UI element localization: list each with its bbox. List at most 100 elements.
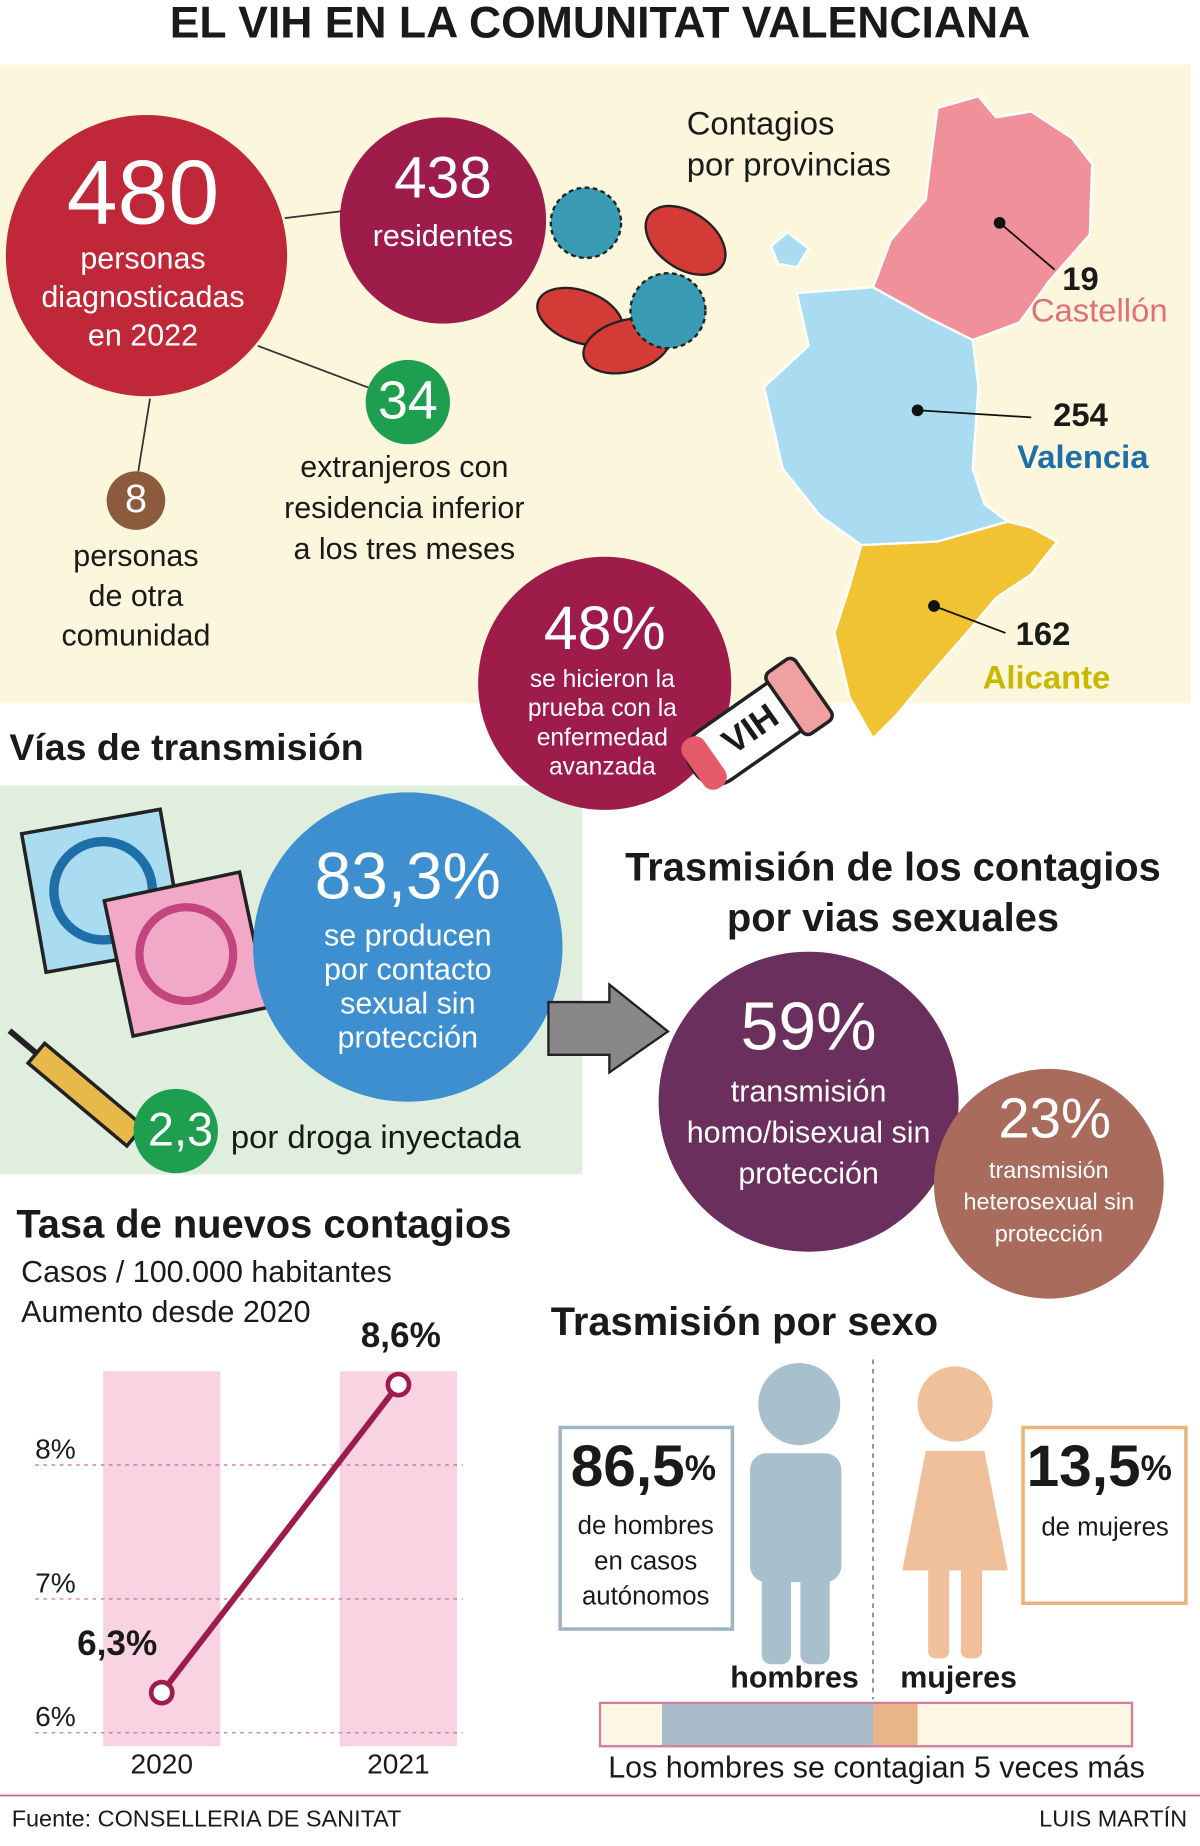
province-name: Castellón bbox=[1031, 292, 1168, 329]
late-label: se hicieron la prueba con la enfermedad ava… bbox=[528, 665, 677, 780]
arrow bbox=[547, 982, 670, 1075]
residents-label: residentes bbox=[373, 219, 514, 253]
point bbox=[385, 1371, 412, 1398]
men-label: de hombres en casos autónomos bbox=[578, 1512, 714, 1610]
main-title: EL VIH EN LA COMUNITAT VALENCIANA bbox=[170, 0, 1031, 48]
sexual-label: se producen por contacto sexual sin protecc… bbox=[324, 919, 492, 1055]
text-line: en casos bbox=[594, 1547, 697, 1575]
other-community-label: personas de otra comunidad bbox=[61, 539, 210, 653]
provinces-title: Contagios por provincias bbox=[687, 104, 891, 182]
drugs-label: por droga inyectada bbox=[231, 1118, 522, 1155]
homo-number: 59% bbox=[741, 988, 877, 1064]
foreigners-number: 34 bbox=[378, 371, 438, 431]
foreigners-label: extranjeros con residencia inferior a los … bbox=[284, 450, 524, 566]
men-unit: % bbox=[685, 1449, 716, 1488]
text-line: personas bbox=[80, 241, 205, 275]
alicante-shape bbox=[833, 520, 1059, 741]
text-line: heterosexual sin bbox=[964, 1189, 1135, 1215]
map-leaders bbox=[917, 222, 1056, 634]
virus-illustration bbox=[536, 186, 727, 375]
x-tick-label: 2021 bbox=[367, 1749, 430, 1780]
women-label: de mujeres bbox=[1041, 1513, 1168, 1541]
chart-title: Tasa de nuevos contagios bbox=[16, 1203, 511, 1247]
text-line: se producen bbox=[324, 919, 492, 953]
map bbox=[762, 94, 1094, 741]
text-line: homo/bisexual sin bbox=[687, 1116, 931, 1150]
text-line: sexual sin bbox=[340, 987, 475, 1021]
women-unit: % bbox=[1141, 1449, 1172, 1488]
text-line: autónomos bbox=[582, 1582, 709, 1610]
sexual-circle bbox=[253, 792, 563, 1102]
hetero-label: transmisión heterosexual sin protección bbox=[964, 1157, 1135, 1246]
text-line: por provincias bbox=[687, 145, 891, 182]
text-line: avanzada bbox=[549, 753, 656, 780]
text-line: de hombres bbox=[578, 1512, 714, 1540]
province-name: Alicante bbox=[983, 659, 1111, 696]
women-caption: mujeres bbox=[900, 1660, 1017, 1694]
y-tick-label: 8% bbox=[35, 1433, 76, 1464]
text-line: a los tres meses bbox=[293, 532, 515, 566]
text-line: por contacto bbox=[324, 953, 492, 987]
text-line: protección bbox=[338, 1021, 479, 1055]
province-cases: 162 bbox=[1016, 615, 1071, 652]
other-community-number: 8 bbox=[125, 477, 147, 521]
text-line: residencia inferior bbox=[284, 491, 524, 525]
text-line: Contagios bbox=[687, 104, 835, 141]
text-line: transmisión bbox=[989, 1157, 1109, 1183]
men-share: 86,5% bbox=[571, 1434, 716, 1499]
x-tick-label: 2020 bbox=[130, 1749, 193, 1780]
men-box bbox=[558, 1425, 735, 1631]
other-community-circle bbox=[106, 471, 166, 530]
drugs-number: 2,3 bbox=[148, 1104, 213, 1156]
sex-title: Trasmisión por sexo bbox=[551, 1300, 938, 1344]
text-line: Trasmisión de los contagios bbox=[625, 845, 1161, 889]
transmission-title: Vías de transmisión bbox=[9, 726, 363, 768]
women-box bbox=[1021, 1425, 1188, 1606]
province-name: Valencia bbox=[1017, 438, 1149, 475]
chart-subtitle: Casos / 100.000 habitantes Aumento desde … bbox=[21, 1255, 392, 1329]
text-line: se hicieron la bbox=[530, 665, 675, 692]
value-label: 8,6% bbox=[361, 1316, 441, 1355]
map-dots bbox=[911, 216, 1006, 612]
residents-number: 438 bbox=[394, 145, 492, 210]
line-chart: 6% 7% 8% 6,3% 8,6% 2020 2021 bbox=[35, 1316, 463, 1780]
hetero-number: 23% bbox=[998, 1087, 1111, 1150]
text-line: por vias sexuales bbox=[727, 896, 1059, 940]
women-number: 13,5 bbox=[1027, 1434, 1141, 1499]
text-line: enfermedad bbox=[537, 724, 668, 751]
woman-figure bbox=[902, 1366, 1008, 1659]
line bbox=[159, 1382, 401, 1695]
valencia-enclave bbox=[769, 230, 811, 269]
province-cases: 254 bbox=[1053, 396, 1108, 433]
late-circle bbox=[478, 556, 732, 810]
sex-note: Los hombres se contagian 5 veces más bbox=[608, 1751, 1145, 1785]
women-share: 13,5% bbox=[1027, 1434, 1172, 1499]
footer-source: Fuente: CONSELLERIA DE SANITAT bbox=[12, 1805, 402, 1831]
text-line: de mujeres bbox=[1041, 1513, 1168, 1541]
drugs-circle bbox=[133, 1088, 218, 1174]
y-tick-label: 7% bbox=[35, 1567, 76, 1598]
point bbox=[148, 1679, 175, 1706]
text-line: Casos / 100.000 habitantes bbox=[21, 1255, 392, 1289]
ratio-men bbox=[662, 1704, 874, 1746]
homo-label: transmisión homo/bisexual sin protección bbox=[687, 1075, 931, 1191]
ratio-women bbox=[873, 1704, 918, 1746]
total-number: 480 bbox=[67, 142, 219, 244]
routes-title: Trasmisión de los contagios por vias sexu… bbox=[625, 845, 1161, 939]
total-circle bbox=[5, 114, 288, 397]
text-line: de otra bbox=[89, 579, 184, 613]
connectors bbox=[137, 210, 373, 472]
residents-circle bbox=[339, 117, 547, 324]
text-line: extranjeros con bbox=[300, 450, 508, 484]
total-label: personas diagnosticadas en 2022 bbox=[41, 241, 244, 352]
late-number: 48% bbox=[544, 594, 666, 662]
text-line: diagnosticadas bbox=[41, 280, 244, 314]
text-line: protección bbox=[995, 1220, 1103, 1246]
text-line: protección bbox=[738, 1157, 879, 1191]
man-figure bbox=[750, 1363, 842, 1665]
text-line: residentes bbox=[373, 219, 514, 253]
category-band bbox=[339, 1371, 458, 1747]
